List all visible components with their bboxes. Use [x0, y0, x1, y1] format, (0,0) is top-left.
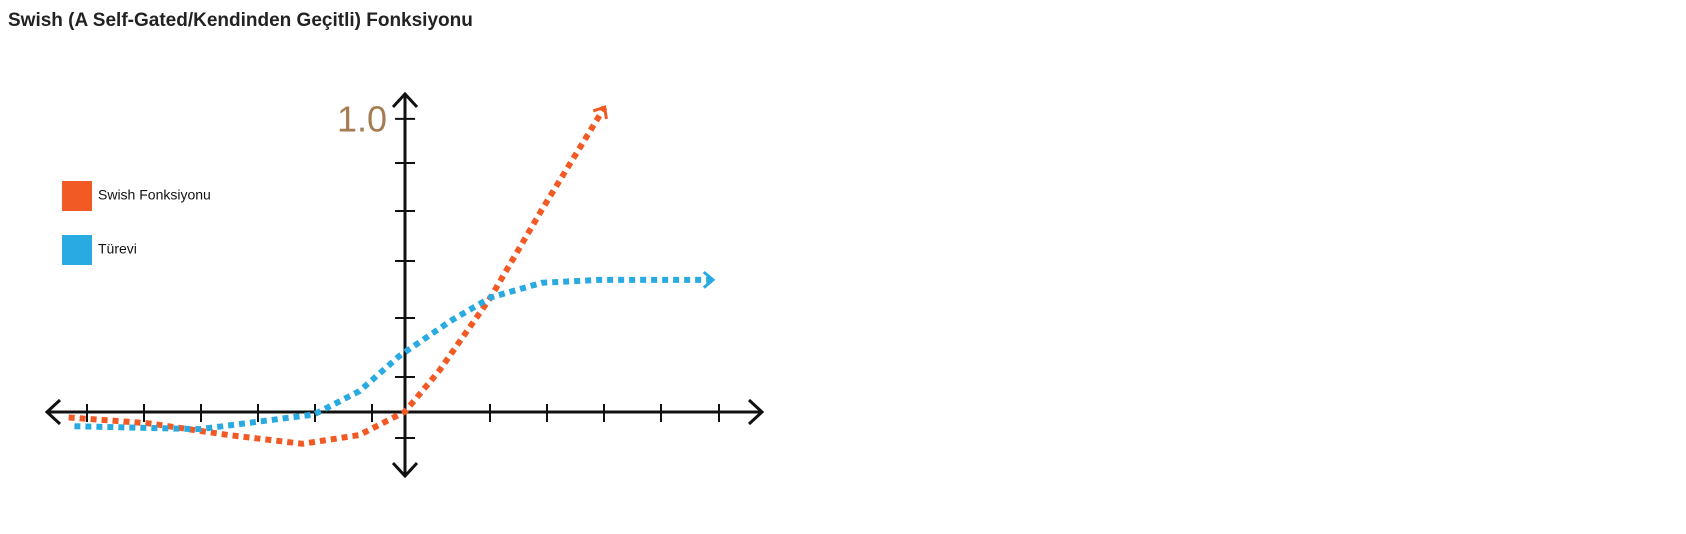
- chart-title: Swish (A Self-Gated/Kendinden Geçitli) F…: [8, 10, 473, 31]
- arrow: [391, 461, 419, 479]
- arrow-head: [592, 105, 608, 120]
- arrow-head: [702, 270, 716, 289]
- minor-ticks: [86, 162, 720, 439]
- legend-label: Türevi: [98, 241, 137, 257]
- series-line: [74, 276, 713, 433]
- axes: [44, 91, 765, 479]
- arrow: [391, 91, 419, 109]
- arrow: [44, 398, 62, 426]
- legend-label: Swish Fonksiyonu: [98, 187, 211, 203]
- legend-swatch: [62, 235, 92, 265]
- arrow: [747, 398, 765, 426]
- legend-swatch: [62, 181, 92, 211]
- y-tick-label: 1.0: [337, 98, 387, 139]
- series-line: [68, 105, 608, 447]
